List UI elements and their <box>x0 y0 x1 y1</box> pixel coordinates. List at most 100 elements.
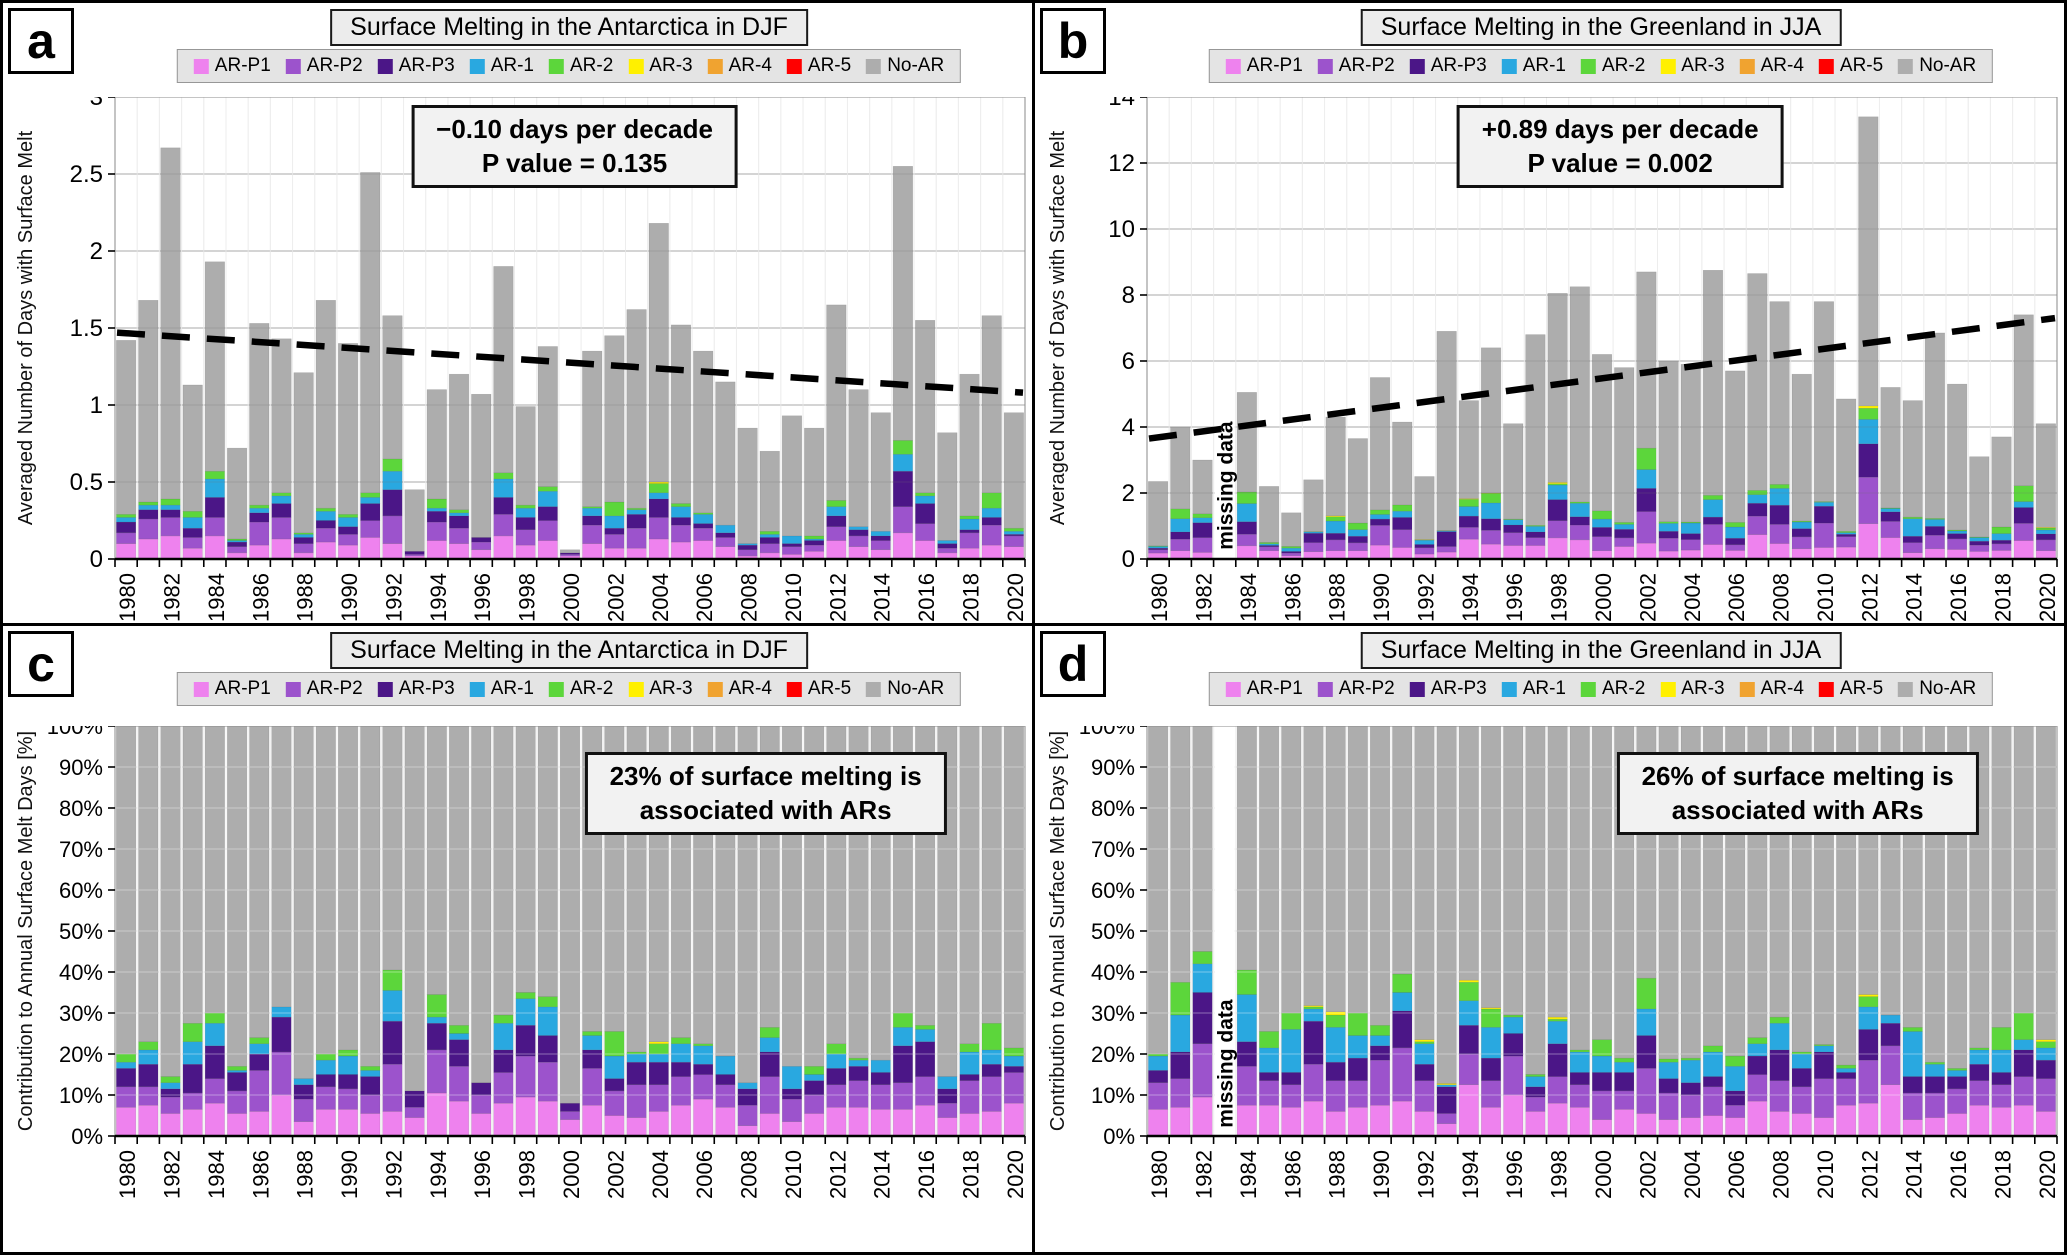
y-tick-label: 70% <box>59 837 103 862</box>
bar-AR-P3-1994 <box>1458 515 1479 528</box>
legend-label: AR-3 <box>1681 55 1725 76</box>
x-tick-label: 2012 <box>825 573 850 622</box>
bar-AR-P2-1997 <box>1525 1096 1546 1112</box>
bar-AR-P2-2004 <box>1680 539 1701 551</box>
bar-AR-P3-1990 <box>338 526 359 535</box>
legend-swatch-AR-2 <box>549 58 564 74</box>
legend-label: AR-1 <box>1522 55 1566 76</box>
bar-No-AR-2010 <box>1813 301 1834 502</box>
legend-label: No-AR <box>887 55 945 76</box>
bar-No-AR-2006 <box>693 350 714 514</box>
bar-AR-2-1994 <box>426 498 447 509</box>
bar-AR-P3-1991 <box>1392 1010 1413 1049</box>
bar-AR-P2-1980 <box>1148 1082 1169 1110</box>
bar-AR-P2-2019 <box>2013 523 2034 541</box>
bar-AR-2-2018 <box>1991 1027 2012 1051</box>
panel-c-title: Surface Melting in the Antarctica in DJF <box>330 632 808 669</box>
bar-No-AR-1999 <box>1569 286 1590 503</box>
bar-AR-1-1980 <box>116 1061 137 1069</box>
bar-AR-1-2007 <box>1747 494 1768 504</box>
bar-No-AR-2020 <box>1003 412 1024 529</box>
legend-item-No-AR: No-AR <box>866 55 944 77</box>
bar-AR-P1-2013 <box>848 1107 869 1137</box>
bar-AR-P3-1985 <box>227 541 248 547</box>
bar-AR-P3-1998 <box>515 1025 536 1057</box>
bar-No-AR-2009 <box>1791 373 1812 522</box>
bar-AR-P1-1986 <box>249 544 270 560</box>
x-tick-label: 2010 <box>1813 1150 1838 1199</box>
bar-AR-2-1981 <box>1170 508 1191 519</box>
bar-No-AR-1999 <box>1569 725 1590 1051</box>
bar-AR-2-1991 <box>1392 973 1413 993</box>
x-tick-label: 2010 <box>781 573 806 622</box>
bar-AR-P2-2017 <box>1969 1080 1990 1106</box>
bar-No-AR-1990 <box>338 343 359 515</box>
bar-AR-P3-1989 <box>315 520 336 529</box>
bar-AR-P1-2002 <box>1636 542 1657 560</box>
bar-AR-P3-1988 <box>1325 1061 1346 1081</box>
bar-AR-P2-1995 <box>449 1066 470 1102</box>
bar-AR-P1-2018 <box>959 547 980 560</box>
bar-AR-1-1991 <box>360 1070 381 1077</box>
bar-AR-1-2018 <box>959 1051 980 1075</box>
bar-AR-1-2017 <box>937 1076 958 1090</box>
bar-AR-2-2005 <box>670 503 691 507</box>
bar-AR-1-2005 <box>1702 499 1723 518</box>
bar-AR-P3-2020 <box>2035 533 2056 541</box>
x-tick-label: 2002 <box>1635 573 1660 622</box>
legend-swatch-AR-5 <box>1818 58 1834 74</box>
legend-label: AR-P2 <box>306 55 363 76</box>
bar-AR-P3-1989 <box>1347 1057 1368 1081</box>
bar-No-AR-2019 <box>981 315 1002 494</box>
bar-AR-P2-1998 <box>515 529 536 546</box>
bar-AR-P1-2004 <box>648 538 669 560</box>
bar-AR-P3-2015 <box>892 470 913 507</box>
bar-No-AR-2000 <box>559 549 581 554</box>
legend-label: AR-2 <box>1602 678 1646 699</box>
bar-AR-1-2002 <box>604 1055 625 1079</box>
x-tick-label: 1986 <box>248 573 273 622</box>
missing-data-column <box>1214 726 1235 1136</box>
bar-AR-2-2020 <box>1003 1047 1024 1057</box>
legend-item-AR-P1: AR-P1 <box>1225 55 1303 77</box>
bar-AR-P1-1991 <box>1392 1100 1413 1137</box>
bar-AR-1-2010 <box>781 535 802 544</box>
bar-AR-P2-1992 <box>1414 1080 1435 1112</box>
bar-AR-2-2005 <box>1702 495 1723 500</box>
bar-No-AR-1988 <box>293 725 314 1079</box>
legend-swatch-No-AR <box>866 681 882 697</box>
bar-AR-P2-2009 <box>759 543 780 554</box>
bar-AR-2-1985 <box>227 1066 248 1071</box>
bar-AR-P1-1997 <box>493 535 514 560</box>
bar-AR-P3-2020 <box>1003 1066 1024 1073</box>
bar-AR-1-1980 <box>116 517 137 523</box>
bar-AR-P2-2011 <box>1836 536 1857 548</box>
missing-data-label: missing data <box>1215 999 1238 1128</box>
bar-AR-P2-2006 <box>1725 1105 1746 1118</box>
bar-AR-1-2017 <box>937 540 958 544</box>
bar-No-AR-2017 <box>937 432 958 541</box>
bar-AR-1-2009 <box>1791 1053 1812 1069</box>
y-tick-label: 60% <box>59 878 103 903</box>
legend-swatch-AR-3 <box>628 681 644 697</box>
bar-AR-1-1990 <box>338 517 359 527</box>
legend-swatch-AR-4 <box>707 681 723 697</box>
bar-No-AR-1998 <box>515 725 536 993</box>
bar-AR-P1-1995 <box>1481 1107 1502 1137</box>
y-tick-label: 0% <box>71 1124 103 1149</box>
bar-AR-P2-2007 <box>1747 1074 1768 1102</box>
bar-AR-P3-1984 <box>204 497 225 518</box>
bar-AR-P1-2018 <box>1991 550 2012 560</box>
bar-AR-P3-1986 <box>1281 551 1302 554</box>
bar-AR-2-1989 <box>1347 522 1368 530</box>
bar-AR-2-1981 <box>138 501 159 506</box>
bar-AR-P1-2010 <box>1813 1117 1834 1137</box>
legend-item-AR-2: AR-2 <box>549 678 613 700</box>
bar-AR-P2-2018 <box>959 532 980 549</box>
bar-AR-P1-1991 <box>360 1113 381 1137</box>
bar-No-AR-2020 <box>2035 423 2056 528</box>
bar-AR-P2-2000 <box>559 1111 581 1120</box>
bar-AR-P1-2011 <box>804 1113 825 1137</box>
bar-AR-P3-2006 <box>693 523 714 529</box>
bar-AR-P2-1986 <box>249 521 270 546</box>
